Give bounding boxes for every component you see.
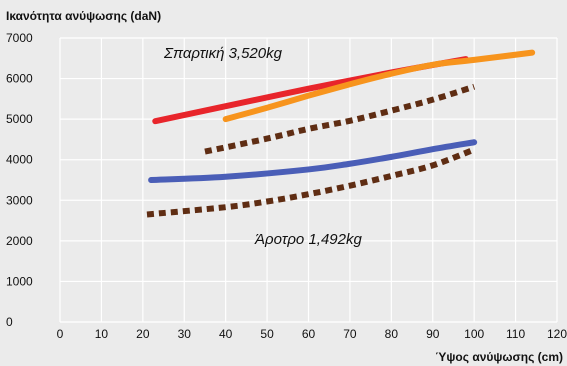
x-tick-label: 30 [178, 327, 192, 341]
x-axis-title: Ύψος ανύψωσης (cm) [435, 350, 563, 364]
y-tick-label: 4000 [6, 153, 33, 167]
x-tick-label: 90 [426, 327, 440, 341]
x-tick-label: 80 [385, 327, 399, 341]
y-tick-label: 6000 [6, 72, 33, 86]
x-tick-label: 0 [57, 327, 64, 341]
tick-labels: 0 10 20 30 40 50 60 70 80 90 100 110 120 0 1000 2000 300… [6, 31, 567, 341]
x-tick-label: 120 [547, 327, 567, 341]
series-lines [146, 49, 536, 218]
y-tick-label: 5000 [6, 112, 33, 126]
gridlines [59, 37, 558, 323]
y-tick-label: 7000 [6, 31, 33, 45]
x-tick-label: 60 [302, 327, 316, 341]
y-tick-label: 3000 [6, 193, 33, 207]
orange-curve [222, 49, 536, 123]
x-tick-label: 10 [95, 327, 109, 341]
x-tick-label: 50 [260, 327, 274, 341]
x-tick-label: 110 [506, 327, 525, 341]
y-tick-label: 0 [6, 315, 13, 329]
annotation-plough: Άροτρο 1,492kg [254, 231, 362, 248]
annotation-sowing-machine: Σπαρτική 3,520kg [163, 45, 283, 62]
x-tick-label: 40 [219, 327, 233, 341]
x-tick-label: 100 [464, 327, 484, 341]
y-tick-label: 2000 [6, 234, 33, 248]
x-tick-label: 70 [343, 327, 357, 341]
plough-curve [148, 139, 478, 183]
upper-dotted-curve [204, 83, 476, 155]
y-axis-title: Ικανότητα ανύψωσης (daN) [6, 9, 161, 23]
lower-dotted-curve [146, 146, 476, 218]
y-tick-label: 1000 [6, 274, 33, 288]
x-tick-label: 20 [136, 327, 150, 341]
